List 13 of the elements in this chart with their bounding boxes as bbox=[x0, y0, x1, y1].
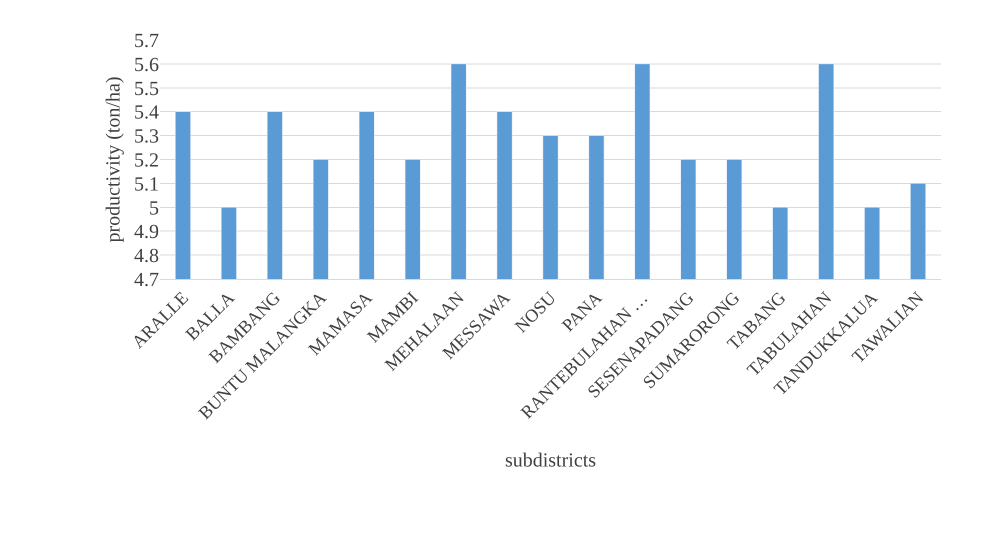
y-tick-label: 5.2 bbox=[134, 150, 159, 172]
y-tick-label: 4.8 bbox=[134, 245, 159, 268]
y-tick-label: 4.9 bbox=[134, 221, 159, 244]
y-tick-label: 5.3 bbox=[134, 126, 159, 148]
y-axis-title: productivity (ton/ha) bbox=[102, 76, 124, 243]
y-tick-label: 5.4 bbox=[134, 102, 159, 124]
y-tick-label: 4.7 bbox=[134, 269, 159, 291]
y-tick-label: 5.5 bbox=[134, 78, 159, 100]
y-tick-label: 5 bbox=[149, 197, 159, 220]
x-axis-title: subdistricts bbox=[504, 450, 596, 472]
y-tick-label: 5.7 bbox=[134, 30, 159, 52]
y-tick-label: 5.6 bbox=[134, 54, 159, 76]
y-tick-label: 5.1 bbox=[134, 173, 159, 196]
